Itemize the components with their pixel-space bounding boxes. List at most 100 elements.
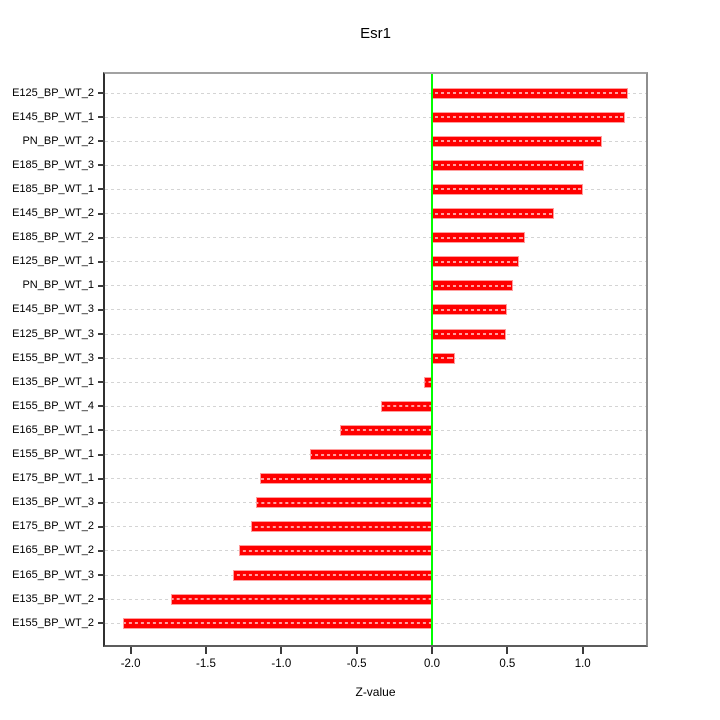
bar-dash-overlay [433, 357, 454, 360]
row-grid-line [105, 140, 646, 142]
bar-dash-overlay [425, 381, 431, 384]
bar [432, 304, 508, 316]
y-axis-tick [98, 236, 105, 239]
y-axis-label: E155_BP_WT_4 [12, 399, 94, 412]
bar [171, 593, 432, 605]
row-grid-line [105, 309, 646, 311]
y-axis-tick [98, 212, 105, 215]
bar-dash-overlay [433, 140, 602, 143]
y-axis-label: E165_BP_WT_3 [12, 568, 94, 581]
x-axis-tick [280, 647, 283, 654]
y-axis-label: E145_BP_WT_3 [12, 303, 94, 316]
y-axis-tick [98, 574, 105, 576]
x-axis-tick [204, 647, 207, 654]
bar [432, 87, 628, 99]
bar-dash-overlay [433, 333, 505, 335]
bar-dash-overlay [124, 622, 431, 625]
y-axis-tick [98, 381, 105, 384]
x-tick-label: -1.5 [196, 658, 216, 670]
y-axis-label: E185_BP_WT_1 [12, 182, 94, 195]
bar-dash-overlay [433, 188, 582, 191]
row-grid-line [105, 357, 646, 359]
y-axis-label: E185_BP_WT_3 [12, 158, 94, 171]
bar [233, 569, 432, 581]
y-axis-tick [98, 501, 105, 504]
y-axis-tick [98, 140, 105, 143]
zero-reference-line [431, 74, 433, 645]
bar-dash-overlay [310, 453, 431, 456]
x-axis-tick [581, 647, 584, 654]
bar [432, 111, 625, 123]
y-axis-label: E125_BP_WT_3 [12, 327, 94, 340]
row-grid-line [105, 261, 646, 263]
row-grid-line [105, 164, 646, 166]
y-axis-label: E135_BP_WT_3 [12, 496, 94, 509]
y-axis-tick [98, 622, 105, 625]
y-axis-tick [98, 116, 105, 119]
bar [260, 473, 432, 485]
row-grid-line [105, 188, 646, 190]
y-axis-label: E165_BP_WT_2 [12, 544, 94, 557]
plot-panel: E125_BP_WT_2 E145_BP_WT_1 PN_BP_WT_2 E185_B… [12, 72, 648, 670]
bar [432, 232, 526, 244]
bar [432, 256, 520, 268]
bar-dash-overlay [234, 574, 431, 576]
y-axis-tick [98, 357, 105, 360]
row-grid-line [105, 405, 646, 407]
plot-area: E125_BP_WT_2 E145_BP_WT_1 PN_BP_WT_2 E185_B… [12, 74, 646, 670]
y-axis-tick [98, 308, 105, 311]
x-tick-label: 1.0 [574, 658, 591, 670]
x-axis-tick [431, 647, 433, 654]
y-axis-label: E135_BP_WT_2 [12, 592, 94, 605]
x-tick-label: 0.5 [499, 658, 516, 670]
bar [432, 159, 585, 171]
x-axis-tick [355, 647, 358, 654]
x-tick-label: -2.0 [120, 658, 141, 670]
row-grid-line [105, 333, 646, 335]
x-axis-tick [506, 647, 509, 654]
bar [432, 328, 506, 340]
y-axis-tick [98, 333, 105, 335]
bar-dash-overlay [172, 598, 431, 601]
bar [239, 545, 432, 557]
row-grid-line [105, 116, 646, 118]
bar-dash-overlay [433, 236, 525, 239]
y-axis-tick [98, 92, 105, 94]
row-grid-line [105, 92, 646, 94]
y-axis-tick [98, 598, 105, 601]
y-axis-tick [98, 429, 105, 432]
y-axis-label: PN_BP_WT_1 [22, 279, 94, 292]
y-axis-label: E155_BP_WT_3 [12, 351, 94, 364]
bar [432, 183, 583, 195]
y-axis-label: E175_BP_WT_2 [12, 520, 94, 533]
y-axis-label: E175_BP_WT_1 [12, 472, 94, 485]
bar [123, 617, 432, 629]
x-axis-label: Z-value [355, 685, 396, 699]
row-grid-line [105, 285, 646, 287]
y-axis-tick [98, 188, 105, 191]
bar-dash-overlay [433, 308, 507, 311]
x-axis-tick [129, 647, 132, 654]
y-axis-tick [98, 477, 105, 480]
bar-dash-overlay [433, 260, 519, 263]
bar-dash-overlay [240, 549, 431, 552]
y-axis-label: E165_BP_WT_1 [12, 423, 94, 436]
y-axis-tick [98, 453, 105, 456]
bar [432, 208, 555, 219]
bar-dash-overlay [252, 525, 431, 528]
bar-dash-overlay [433, 92, 627, 94]
bar-dash-overlay [381, 405, 431, 408]
y-axis-tick [98, 525, 105, 528]
y-axis-tick [98, 284, 105, 287]
y-axis-label: E135_BP_WT_1 [12, 375, 94, 388]
y-axis-label: E185_BP_WT_2 [12, 231, 94, 244]
y-axis-label: E125_BP_WT_1 [12, 255, 94, 268]
bar [380, 400, 432, 412]
x-tick-label: -1.0 [271, 658, 292, 670]
bar-dash-overlay [433, 284, 513, 287]
y-axis-label: PN_BP_WT_2 [22, 134, 94, 147]
bar [340, 424, 432, 436]
bar-dash-overlay [433, 212, 554, 215]
bar-dash-overlay [433, 116, 624, 119]
